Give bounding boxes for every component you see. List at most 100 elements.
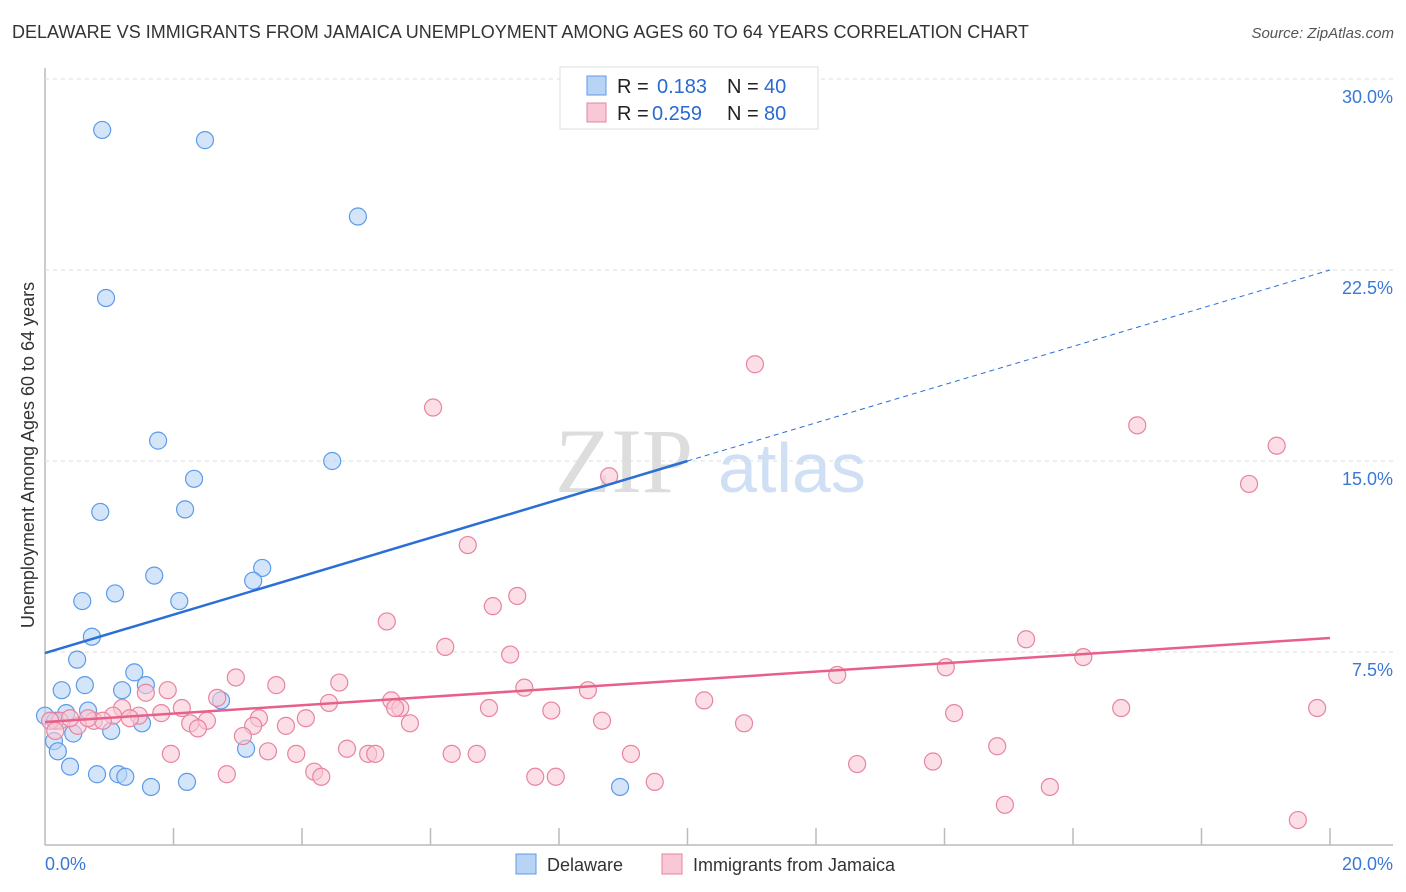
point-jamaica	[508, 586, 527, 606]
point-jamaica	[276, 716, 296, 735]
point-delaware	[141, 777, 161, 797]
legend-swatch-delaware	[586, 75, 607, 96]
point-delaware	[170, 591, 189, 611]
bottom-legend-delaware: Delaware	[547, 855, 623, 875]
point-jamaica	[1074, 647, 1093, 667]
point-jamaica	[158, 681, 177, 700]
point-jamaica	[386, 698, 405, 718]
point-jamaica	[848, 754, 867, 774]
point-jamaica	[93, 711, 112, 730]
chart-title: DELAWARE VS IMMIGRANTS FROM JAMAICA UNEM…	[12, 22, 1029, 42]
point-jamaica	[995, 795, 1014, 814]
point-jamaica	[258, 742, 278, 761]
point-jamaica	[312, 767, 331, 786]
point-jamaica	[423, 398, 443, 417]
point-delaware	[125, 663, 144, 682]
point-delaware	[323, 451, 342, 471]
point-jamaica	[695, 691, 714, 710]
point-delaware	[91, 502, 110, 522]
point-jamaica	[501, 645, 520, 664]
point-jamaica	[1288, 810, 1307, 830]
point-jamaica	[645, 772, 664, 791]
point-delaware	[177, 772, 197, 791]
point-delaware	[68, 650, 87, 669]
point-delaware	[175, 500, 195, 519]
point-delaware	[87, 765, 107, 784]
point-jamaica	[515, 678, 534, 697]
point-jamaica	[1267, 436, 1286, 455]
point-delaware	[73, 591, 92, 611]
point-jamaica	[479, 698, 499, 718]
point-delaware	[195, 131, 215, 150]
point-delaware	[244, 571, 263, 590]
point-jamaica	[337, 739, 357, 758]
watermark-atlas: atlas	[718, 429, 866, 507]
point-delaware	[112, 681, 132, 700]
point-jamaica	[621, 744, 641, 763]
y-axis-label: Unemployment Among Ages 60 to 64 years	[18, 282, 38, 628]
point-jamaica	[1308, 698, 1327, 718]
legend-n-value: 40	[764, 76, 786, 98]
point-jamaica	[136, 683, 155, 702]
point-jamaica	[467, 744, 486, 763]
point-delaware	[116, 767, 135, 786]
point-jamaica	[120, 709, 139, 728]
legend-n-label: N =	[727, 103, 759, 125]
point-jamaica	[1016, 630, 1036, 649]
bottom-legend-swatch-jamaica	[661, 853, 683, 875]
point-jamaica	[988, 737, 1007, 756]
point-jamaica	[233, 726, 252, 746]
point-jamaica	[1239, 474, 1259, 494]
point-jamaica	[217, 765, 236, 784]
point-delaware	[148, 431, 168, 450]
point-jamaica	[936, 658, 955, 677]
point-delaware	[52, 681, 71, 700]
chart-source: Source: ZipAtlas.com	[1251, 25, 1394, 42]
point-jamaica	[923, 752, 943, 771]
point-jamaica	[226, 668, 245, 687]
legend-swatch-jamaica	[586, 102, 607, 123]
point-jamaica	[483, 597, 502, 616]
point-jamaica	[542, 701, 561, 720]
legend-r-label: R =	[617, 103, 649, 125]
point-jamaica	[436, 637, 455, 657]
legend-r-value: 0.259	[652, 103, 702, 125]
y-tick-label: 30.0%	[1342, 87, 1393, 107]
point-jamaica	[546, 767, 565, 786]
point-jamaica	[578, 681, 598, 700]
legend-r-value: 0.183	[657, 76, 707, 98]
trendline-jamaica	[44, 636, 1331, 724]
x-tick-label-max: 20.0%	[1342, 854, 1393, 874]
point-jamaica	[296, 709, 315, 728]
point-jamaica	[945, 704, 964, 723]
y-tick-label: 22.5%	[1342, 278, 1393, 298]
point-jamaica	[46, 721, 65, 741]
point-jamaica	[377, 612, 396, 631]
legend-n-label: N =	[727, 76, 759, 98]
point-jamaica	[161, 744, 181, 763]
watermark: ZIP	[555, 410, 693, 512]
point-jamaica	[267, 676, 286, 695]
legend-n-value: 80	[764, 103, 786, 125]
point-jamaica	[330, 673, 349, 692]
bottom-legend-jamaica: Immigrants from Jamaica	[693, 855, 896, 875]
legend-box: R = 0.183 N = 40 R = 0.259 N = 80	[559, 66, 819, 130]
point-jamaica	[208, 688, 227, 707]
bottom-legend: Delaware Immigrants from Jamaica	[515, 853, 896, 875]
legend-r-label: R =	[617, 76, 649, 98]
point-jamaica	[188, 719, 208, 738]
y-tick-label: 15.0%	[1342, 469, 1393, 489]
point-jamaica	[592, 711, 612, 730]
point-delaware	[348, 207, 367, 226]
point-jamaica	[526, 767, 545, 786]
point-jamaica	[745, 355, 765, 374]
point-jamaica	[60, 709, 80, 728]
trendline-delaware-extrapolated	[687, 269, 1331, 462]
point-delaware	[610, 777, 630, 797]
point-jamaica	[400, 714, 420, 733]
y-tick-label: 7.5%	[1352, 660, 1393, 680]
point-jamaica	[458, 535, 477, 555]
point-delaware	[60, 757, 80, 776]
